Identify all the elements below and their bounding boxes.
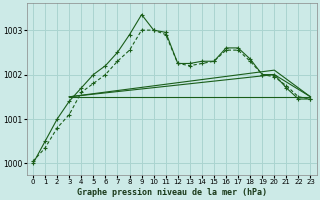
X-axis label: Graphe pression niveau de la mer (hPa): Graphe pression niveau de la mer (hPa) — [77, 188, 267, 197]
